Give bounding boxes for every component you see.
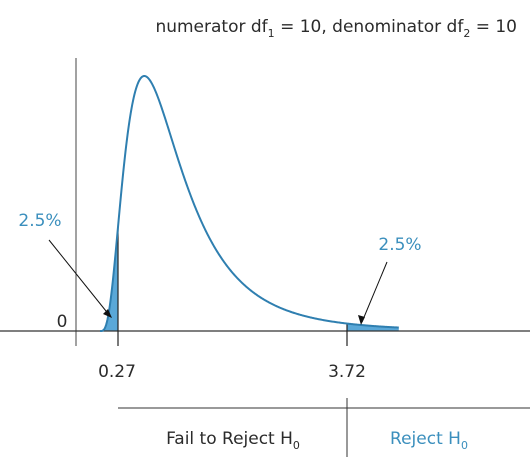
title-mid: = 10, denominator df: [275, 17, 465, 37]
reject-sub: 0: [461, 439, 468, 452]
left-tail-arrow: [48, 239, 111, 317]
y-origin-label: 0: [57, 312, 68, 332]
left-tail-percent-label: 2.5%: [18, 211, 61, 231]
reject-label: Reject H0: [390, 429, 468, 452]
right-tail-arrowhead: [358, 315, 365, 325]
f-density-curve: [100, 74, 399, 332]
fail-to-reject-text: Fail to Reject H: [166, 429, 293, 449]
reject-text: Reject H: [390, 429, 461, 449]
left-tail-arrowhead: [103, 309, 112, 318]
left-critical-value-label: 0.27: [98, 362, 136, 382]
right-tail-percent-label: 2.5%: [378, 235, 421, 255]
title-sub1: 1: [268, 27, 275, 40]
right-critical-value-label: 3.72: [328, 362, 366, 382]
title-sub2: 2: [463, 27, 470, 40]
fail-to-reject-sub: 0: [293, 439, 300, 452]
left-tail-shaded-area: [100, 227, 118, 331]
title-suffix: = 10: [470, 17, 517, 37]
title-prefix: numerator df: [155, 17, 268, 37]
diagram-title: numerator df1 = 10, denominator df2 = 10: [155, 17, 517, 40]
fail-to-reject-label: Fail to Reject H0: [166, 429, 300, 452]
right-tail-arrow: [361, 261, 388, 323]
